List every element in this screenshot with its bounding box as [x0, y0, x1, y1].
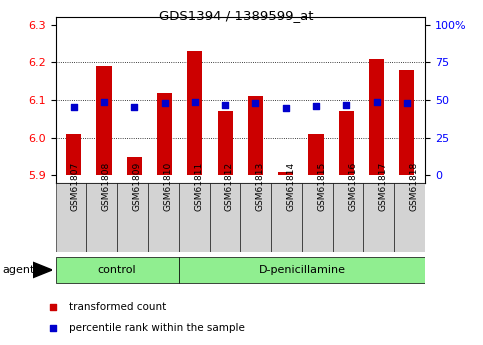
- Bar: [86, 183, 117, 252]
- Text: transformed count: transformed count: [69, 302, 166, 312]
- Text: D-penicillamine: D-penicillamine: [258, 265, 345, 275]
- Point: [161, 100, 169, 106]
- Text: GSM61815: GSM61815: [317, 162, 327, 211]
- Polygon shape: [33, 262, 52, 278]
- Bar: [157, 92, 172, 175]
- Bar: [271, 183, 302, 252]
- Bar: [248, 96, 263, 175]
- Bar: [210, 183, 241, 252]
- Point: [130, 104, 138, 110]
- Text: GSM61807: GSM61807: [71, 162, 80, 211]
- Point: [282, 105, 290, 111]
- Bar: [394, 183, 425, 252]
- Text: control: control: [98, 265, 136, 275]
- Point: [50, 325, 57, 331]
- Bar: [278, 171, 293, 175]
- Bar: [241, 183, 271, 252]
- Text: GSM61814: GSM61814: [286, 162, 296, 211]
- Text: GSM61808: GSM61808: [102, 162, 111, 211]
- Text: GSM61817: GSM61817: [379, 162, 388, 211]
- Point: [342, 102, 350, 108]
- Point: [100, 99, 108, 105]
- Text: GSM61809: GSM61809: [132, 162, 142, 211]
- Point: [221, 102, 229, 108]
- Bar: [117, 183, 148, 252]
- Text: GSM61818: GSM61818: [410, 162, 419, 211]
- Text: agent: agent: [2, 265, 35, 275]
- Bar: [56, 183, 86, 252]
- Point: [70, 104, 78, 110]
- Text: GSM61810: GSM61810: [163, 162, 172, 211]
- Point: [252, 100, 259, 106]
- Bar: [56, 257, 179, 283]
- Text: GSM61816: GSM61816: [348, 162, 357, 211]
- Bar: [127, 157, 142, 175]
- Point: [191, 99, 199, 105]
- Point: [312, 103, 320, 109]
- Text: GDS1394 / 1389599_at: GDS1394 / 1389599_at: [159, 9, 314, 22]
- Bar: [66, 134, 81, 175]
- Point: [373, 99, 381, 105]
- Bar: [333, 183, 364, 252]
- Point: [50, 304, 57, 310]
- Text: GSM61813: GSM61813: [256, 162, 265, 211]
- Bar: [217, 111, 233, 175]
- Point: [403, 101, 411, 106]
- Bar: [187, 51, 202, 175]
- Bar: [309, 134, 324, 175]
- Bar: [97, 66, 112, 175]
- Text: percentile rank within the sample: percentile rank within the sample: [69, 323, 244, 333]
- Bar: [364, 183, 394, 252]
- Bar: [179, 183, 210, 252]
- Bar: [302, 183, 333, 252]
- Text: GSM61812: GSM61812: [225, 162, 234, 211]
- Bar: [339, 111, 354, 175]
- Text: GSM61811: GSM61811: [194, 162, 203, 211]
- Bar: [148, 183, 179, 252]
- Bar: [179, 257, 425, 283]
- Bar: [399, 70, 414, 175]
- Bar: [369, 59, 384, 175]
